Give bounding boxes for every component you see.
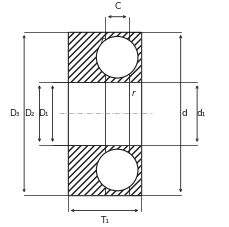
Bar: [129, 145, 141, 195]
Bar: [129, 145, 141, 195]
Bar: [68, 82, 105, 145]
Text: r: r: [100, 36, 104, 45]
Text: D₁: D₁: [38, 109, 48, 118]
Text: d₁: d₁: [196, 109, 205, 118]
Circle shape: [96, 149, 137, 191]
Text: D₂: D₂: [25, 109, 35, 118]
Bar: [129, 32, 141, 82]
Bar: [129, 32, 141, 82]
Bar: [129, 32, 141, 195]
Bar: [105, 82, 129, 145]
Text: r: r: [131, 89, 134, 98]
Circle shape: [96, 36, 137, 78]
Text: d: d: [180, 109, 186, 118]
Bar: [105, 145, 129, 195]
Bar: [105, 145, 129, 195]
Bar: [68, 145, 105, 195]
Bar: [129, 82, 141, 145]
Bar: [68, 32, 105, 82]
Text: D₃: D₃: [9, 109, 20, 118]
Bar: [105, 32, 129, 82]
Bar: [105, 32, 129, 195]
Bar: [129, 145, 141, 195]
Bar: [129, 32, 141, 82]
Bar: [129, 145, 141, 195]
Text: T₁: T₁: [100, 216, 109, 225]
Bar: [68, 145, 105, 195]
Bar: [68, 32, 105, 195]
Bar: [129, 32, 141, 82]
Bar: [105, 32, 129, 82]
Bar: [68, 32, 105, 82]
Text: C: C: [114, 2, 120, 11]
